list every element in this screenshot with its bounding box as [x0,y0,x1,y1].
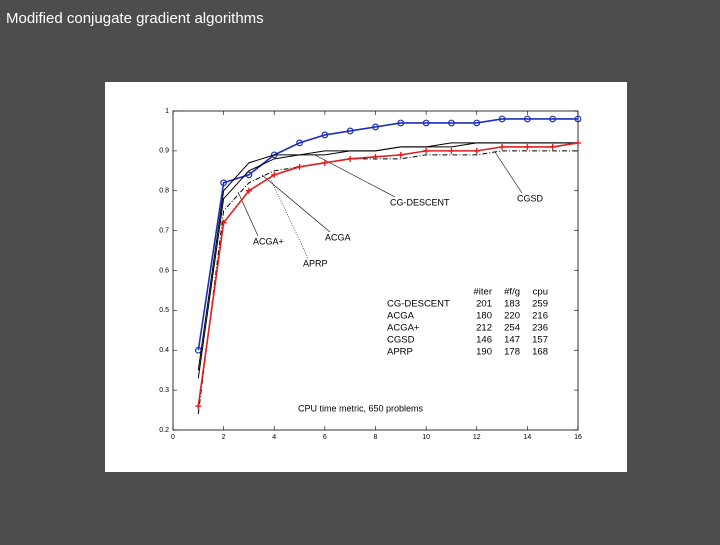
series-label: ACGA+ [253,236,284,246]
table-cell: 178 [504,347,520,358]
table-cell: 190 [476,347,492,358]
marker [220,179,228,187]
marker [321,131,329,139]
marker [575,139,581,146]
x-tick-label: 12 [473,434,481,441]
marker [397,151,404,158]
series-line [197,142,579,407]
x-tick-label: 10 [422,434,430,441]
x-tick-label: 8 [374,434,378,441]
label-arrow [494,151,523,194]
table-header: #f/g [504,287,520,298]
table-cell: 201 [476,299,492,310]
table-row-name: CG-DESCENT [387,299,450,310]
table-row-name: CGSD [387,335,415,346]
marker [574,115,582,123]
marker [195,403,202,410]
chart-panel [105,82,627,472]
marker [397,119,405,127]
series-line [197,150,578,415]
table-row-name: ACGA [387,311,415,322]
table-cell: 180 [476,311,492,322]
marker [473,147,480,154]
table-cell: 168 [532,347,548,358]
series-label: CGSD [517,193,544,203]
table-cell: 212 [476,323,492,334]
y-tick-label: 1 [165,108,169,115]
x-tick-label: 6 [323,434,327,441]
marker [524,143,531,150]
series-label: ACGA [325,232,351,242]
table-cell: 236 [532,323,548,334]
table-cell: 216 [532,311,548,322]
marker [296,163,303,170]
table-cell: 254 [504,323,520,334]
y-tick-label: 0.4 [159,347,169,354]
marker [422,119,430,127]
marker [448,147,455,154]
x-tick-label: 16 [574,434,582,441]
marker [321,159,328,166]
y-tick-label: 0.8 [159,188,169,195]
table-cell: 220 [504,311,520,322]
table-header: cpu [533,287,548,298]
y-tick-label: 0.3 [159,387,169,394]
y-tick-label: 0.5 [159,307,169,314]
marker [271,171,278,178]
marker [448,119,455,127]
slide-title: Modified conjugate gradient algorithms [6,10,264,27]
marker [523,115,531,123]
label-arrow [261,174,331,233]
marker [423,147,430,154]
y-tick-label: 0.2 [159,427,169,434]
marker [372,153,379,160]
table-cell: 259 [532,299,548,310]
table-row-name: APRP [387,347,413,358]
marker [549,115,557,123]
y-tick-label: 0.7 [159,227,169,234]
marker [245,171,253,179]
table-header: #iter [474,287,492,298]
table-cell: 147 [504,335,520,346]
marker [499,143,506,150]
y-tick-label: 0.9 [159,148,169,155]
series-line [197,142,578,371]
marker [347,155,354,162]
marker [549,143,556,150]
table-cell: 183 [504,299,520,310]
table-row-name: ACGA+ [387,323,420,334]
annotation: CPU time metric, 650 problems [298,403,424,413]
x-tick-label: 4 [272,434,276,441]
x-tick-label: 2 [222,434,226,441]
y-tick-label: 0.6 [159,267,169,274]
marker [245,187,252,194]
series-label: APRP [303,258,328,268]
marker [372,123,379,131]
table-cell: 157 [532,335,548,346]
x-tick-label: 0 [171,434,175,441]
marker [473,119,481,127]
table-cell: 146 [476,335,492,346]
series-label: CG-DESCENT [390,197,450,207]
marker [296,139,303,147]
marker [346,127,354,135]
marker [498,115,506,123]
x-tick-label: 14 [523,434,531,441]
marker [220,219,227,226]
